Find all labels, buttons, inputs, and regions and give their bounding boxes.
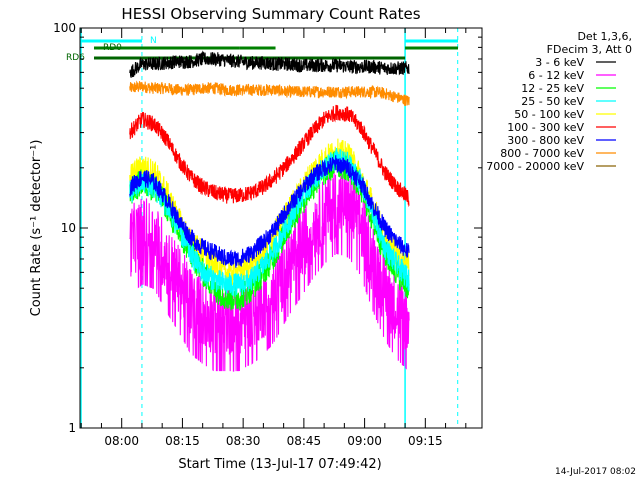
flag-label-n: N (150, 36, 157, 46)
legend-label: 6 - 12 keV (528, 69, 584, 82)
flag-label-rd0: RD0 (103, 43, 122, 53)
series-line-300-800-kevkev (129, 155, 410, 268)
x-tick-label: 08:15 (165, 434, 200, 448)
legend-label: 7000 - 20000 keV (486, 160, 584, 173)
y-tick-label: 10 (61, 221, 76, 235)
legend-header: Det 1,3,6, (577, 30, 632, 43)
flag-label-rd6: RD6 (66, 53, 85, 63)
x-tick-label: 08:00 (104, 434, 139, 448)
x-axis-label: Start Time (13-Jul-17 07:49:42) (178, 457, 381, 472)
x-tick-label: 08:30 (226, 434, 261, 448)
legend-label: 800 - 7000 keV (500, 147, 584, 160)
legend-label: 100 - 300 keV (507, 121, 584, 134)
series-line-6-12-kevkev (129, 171, 410, 372)
axis-layer: 1 10 100 08:00 08:15 08:30 08:45 09:00 09:15 (53, 21, 482, 448)
chart-title: HESSI Observing Summary Count Rates (121, 5, 420, 23)
legend-label: 12 - 25 keV (521, 82, 584, 95)
x-tick-label: 08:45 (287, 434, 322, 448)
legend-header: FDecim 3, Att 0 (547, 43, 632, 56)
legend-label: 3 - 6 keV (535, 56, 584, 69)
legend-label: 50 - 100 keV (514, 108, 584, 121)
legend-label: 300 - 800 keV (507, 134, 584, 147)
series-line-800-7000-kevkev (129, 80, 410, 106)
series-line-100-300-kevkev (129, 104, 410, 208)
footer-date: 14-Jul-2017 08:02 (555, 467, 636, 477)
x-tick-label: 09:00 (347, 434, 382, 448)
series-layer (129, 50, 410, 372)
legend-label: 25 - 50 keV (521, 95, 584, 108)
y-axis-label: Count Rate (s⁻¹ detector⁻¹) (29, 140, 44, 317)
series-line-3-6-kevkev (129, 50, 410, 79)
y-tick-label: 100 (53, 21, 76, 35)
x-tick-label: 09:15 (408, 434, 443, 448)
y-tick-label: 1 (68, 421, 76, 435)
